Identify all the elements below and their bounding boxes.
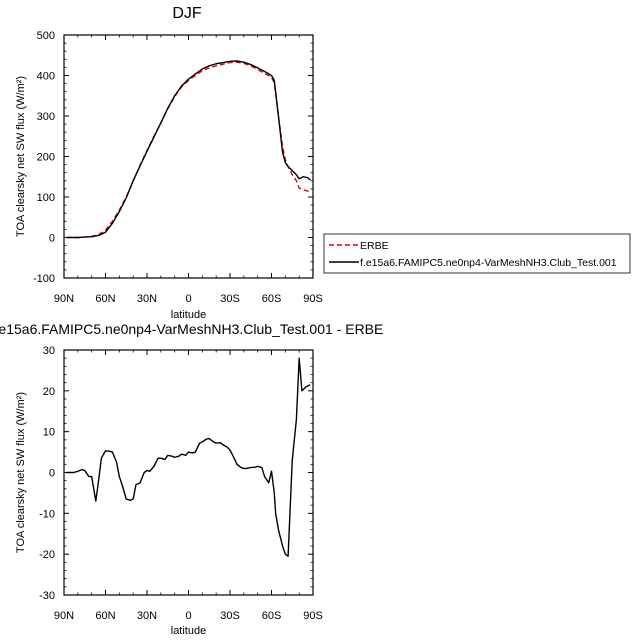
y-tick-label: 500 <box>37 30 55 42</box>
plot-frame <box>63 34 314 279</box>
x-tick-label: 90S <box>303 610 323 622</box>
x-tick-label: 30N <box>137 293 157 305</box>
y-tick-label: -30 <box>39 590 55 602</box>
y-tick-label: 400 <box>37 71 55 83</box>
x-tick-label: 30S <box>220 293 240 305</box>
x-tick-label: 30S <box>220 610 240 622</box>
y-tick-label: -20 <box>39 549 55 561</box>
legend-label-1: ERBE <box>360 240 389 252</box>
chart-title: f.e15a6.FAMIPC5.ne0np4-VarMeshNH3.Club_T… <box>0 321 383 337</box>
x-tick-label: 90N <box>54 293 74 305</box>
x-tick-label: 60S <box>262 293 282 305</box>
x-tick-label: 90N <box>54 610 74 622</box>
series-line-1 <box>66 61 311 239</box>
x-tick-label: 30N <box>137 610 157 622</box>
x-axis-label: latitude <box>171 309 206 321</box>
series-line-1 <box>66 357 311 557</box>
y-tick-label: 30 <box>43 345 55 357</box>
x-tick-label: 0 <box>185 293 191 305</box>
plot-frame <box>63 349 314 596</box>
x-axis-label: latitude <box>171 625 206 637</box>
y-tick-label: 10 <box>43 427 55 439</box>
x-tick-label: 0 <box>185 610 191 622</box>
chart-title: DJF <box>172 5 202 22</box>
x-tick-label: 90S <box>303 293 323 305</box>
y-tick-label: -100 <box>33 273 55 285</box>
legend-box <box>323 233 631 274</box>
y-tick-label: 300 <box>37 111 55 123</box>
x-tick-label: 60N <box>95 610 115 622</box>
y-tick-label: 20 <box>43 386 55 398</box>
chart-panel-1: DJF -100 0 100 200 300 400 500 90N 60N 30N 0 30S 60S 9… <box>15 5 631 321</box>
series-group <box>66 60 311 239</box>
y-tick-label: 100 <box>37 192 55 204</box>
y-tick-label: 0 <box>49 468 55 480</box>
chart-panel-2: f.e15a6.FAMIPC5.ne0np4-VarMeshNH3.Club_T… <box>0 321 383 637</box>
series-group <box>66 357 311 557</box>
y-tick-label: 200 <box>37 152 55 164</box>
series-line-2 <box>66 60 311 239</box>
x-tick-label: 60S <box>262 610 282 622</box>
y-axis-label: TOA clearsky net SW flux (W/m²) <box>15 392 27 553</box>
legend: ERBE f.e15a6.FAMIPC5.ne0np4-VarMeshNH3.Cl… <box>323 233 631 274</box>
y-tick-label: 0 <box>49 233 55 245</box>
legend-label-2: f.e15a6.FAMIPC5.ne0np4-VarMeshNH3.Club_T… <box>360 257 617 269</box>
y-axis-label: TOA clearsky net SW flux (W/m²) <box>15 76 27 237</box>
x-tick-label: 60N <box>95 293 115 305</box>
y-tick-label: -10 <box>39 508 55 520</box>
